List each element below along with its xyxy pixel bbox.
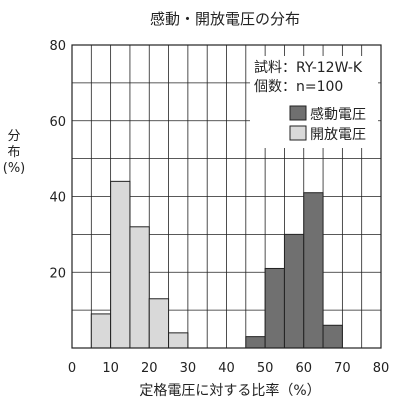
- histogram-bar-pickup: [264, 267, 285, 349]
- sample-annotation: 試料：RY-12W-K: [254, 60, 363, 76]
- y-tick-label: 80: [49, 39, 66, 54]
- legend-swatch-dropout: [289, 125, 307, 141]
- legend-swatch-pickup: [289, 105, 307, 121]
- y-axis-label-line-2: 布: [7, 145, 20, 160]
- tick-labels: 0 10 20 30 40 50 60 70 80 20 40 60 80: [49, 39, 389, 376]
- legend-label-pickup: 感動電圧: [310, 106, 366, 123]
- x-tick-label: 70: [334, 361, 351, 376]
- chart-title: 感動・開放電圧の分布: [150, 10, 300, 28]
- histogram-bar-dropout: [90, 313, 112, 349]
- annotation-background: [250, 56, 378, 148]
- histogram-bar-pickup: [283, 233, 305, 349]
- x-tick-label: 50: [257, 361, 274, 376]
- histogram-bar-pickup: [245, 336, 266, 349]
- x-tick-label: 20: [141, 361, 158, 376]
- x-tick-label: 30: [180, 361, 197, 376]
- x-tick-label: 0: [68, 361, 76, 376]
- annotation-box: 試料：RY-12W-K 個数：n=100: [250, 56, 378, 148]
- histogram-bar-dropout: [148, 298, 170, 349]
- y-tick-label: 20: [49, 266, 66, 281]
- y-tick-label: 40: [49, 191, 66, 206]
- histogram-bar-dropout: [129, 226, 150, 349]
- histogram-bar-pickup: [322, 324, 343, 349]
- bars: [90, 180, 343, 349]
- y-axis-label-line-1: 分: [7, 129, 20, 144]
- legend: 感動電圧 開放電圧: [289, 105, 366, 143]
- y-tick-label: 60: [49, 115, 66, 130]
- legend-label-dropout: 開放電圧: [310, 127, 366, 143]
- x-axis-label: 定格電圧に対する比率（%）: [139, 382, 320, 399]
- x-tick-label: 60: [295, 361, 312, 376]
- histogram-bar-dropout: [168, 332, 189, 349]
- x-tick-label: 10: [102, 361, 119, 376]
- y-axis-label-line-3: (%): [3, 161, 26, 176]
- plot-frame: [71, 44, 382, 349]
- histogram-bar-pickup: [303, 192, 324, 349]
- x-tick-label: 40: [218, 361, 235, 376]
- histogram-bar-dropout: [110, 180, 131, 349]
- x-tick-label: 80: [373, 361, 390, 376]
- count-annotation: 個数：n=100: [254, 79, 343, 95]
